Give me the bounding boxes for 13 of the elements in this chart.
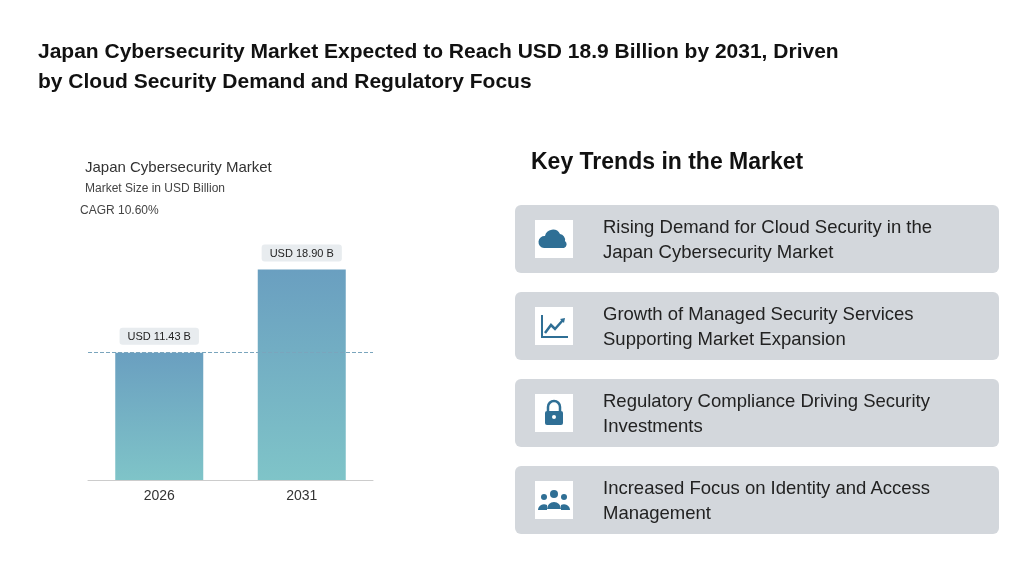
text: Regulatory Compliance Driving Security Investments (603, 389, 931, 438)
text: Increased Focus on Identity and Access Management (603, 476, 932, 525)
chart-subtitle: Market Size in USD Billion (85, 181, 226, 195)
data-label: USD 18.90 B (269, 246, 334, 259)
text: Key Trends in the Market (531, 148, 805, 175)
chart-title: Japan Cybersecurity Market (85, 158, 273, 175)
data-label: USD 11.43 B (127, 330, 191, 343)
text: Japan Cybersecurity Market Expected to Reach USD 18.9 Billion by 2031, Driven by Cloud Security Demand and Regulatory Focus (38, 38, 840, 94)
text: CAGR 10.60% (80, 203, 160, 217)
x-tick-label: 2031 (286, 487, 318, 503)
text: Rising Demand for Cloud Security in the Japan Cybersecurity Market (603, 215, 934, 264)
x-tick-label: 2026 (143, 487, 176, 503)
text: Growth of Managed Security Services Supporting Market Expansion (603, 302, 915, 351)
